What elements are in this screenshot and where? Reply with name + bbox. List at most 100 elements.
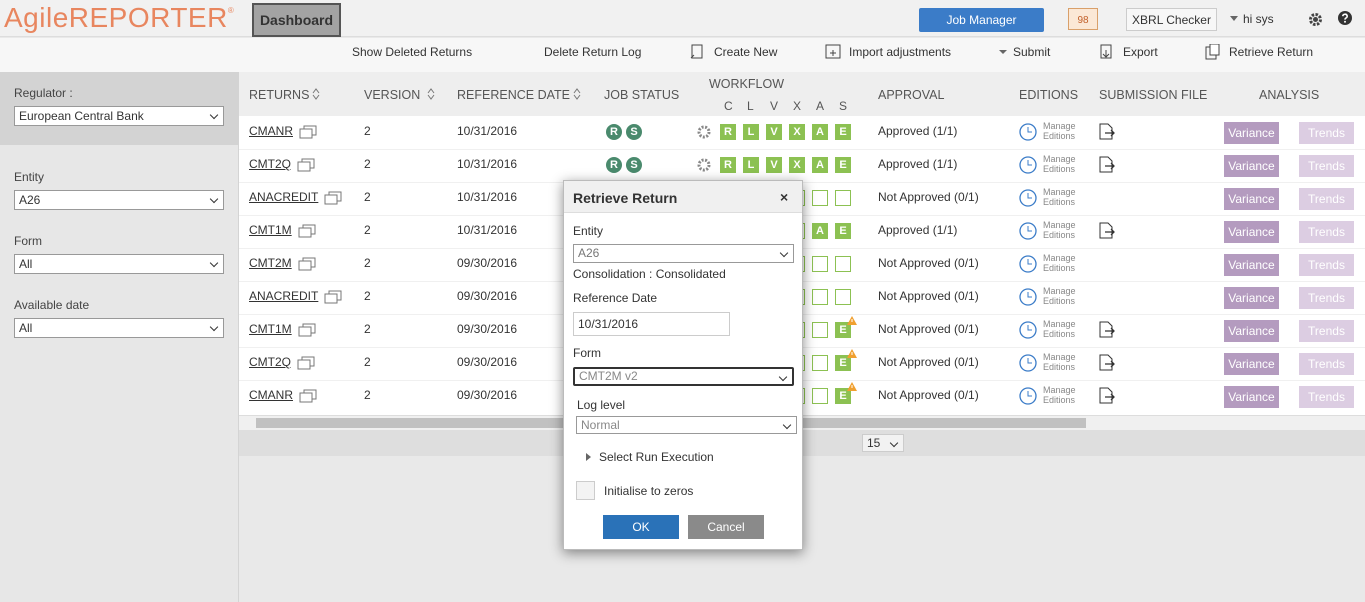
- manage-editions[interactable]: Manage: [1043, 385, 1076, 395]
- submission-file-icon[interactable]: [1099, 321, 1115, 338]
- open-copy-icon[interactable]: [298, 323, 316, 337]
- toolbar-action[interactable]: Create New: [714, 45, 778, 59]
- manage-editions[interactable]: Editions: [1043, 395, 1076, 405]
- manage-editions[interactable]: Manage: [1043, 187, 1076, 197]
- sort-icon[interactable]: [573, 88, 581, 100]
- workflow-status[interactable]: V: [766, 124, 782, 140]
- notifications[interactable]: 98: [1068, 8, 1098, 30]
- trends-button[interactable]: Trends: [1299, 122, 1354, 144]
- manage-editions[interactable]: Editions: [1043, 329, 1076, 339]
- return-link[interactable]: ANACREDIT: [249, 190, 319, 204]
- manage-editions[interactable]: Editions: [1043, 230, 1076, 240]
- toolbar-action[interactable]: Submit: [1013, 45, 1051, 59]
- variance-button[interactable]: Variance: [1224, 320, 1279, 342]
- open-copy-icon[interactable]: [299, 389, 317, 403]
- manage-editions[interactable]: Editions: [1043, 296, 1076, 306]
- clock-icon[interactable]: [1019, 156, 1037, 174]
- return-link[interactable]: CMT2Q: [249, 157, 291, 171]
- workflow-status[interactable]: A: [812, 157, 828, 173]
- workflow-status[interactable]: E: [835, 388, 851, 404]
- run-icon[interactable]: [697, 158, 711, 172]
- trends-button[interactable]: Trends: [1299, 188, 1354, 210]
- job-status-badge[interactable]: S: [626, 157, 642, 173]
- close-button[interactable]: ×: [780, 189, 789, 205]
- trends-button[interactable]: Trends: [1299, 320, 1354, 342]
- run-execution-toggle[interactable]: Select Run Execution: [599, 450, 714, 464]
- clock-icon[interactable]: [1019, 321, 1037, 339]
- workflow-status[interactable]: E: [835, 157, 851, 173]
- variance-button[interactable]: Variance: [1224, 287, 1279, 309]
- form-select[interactable]: CMT2M v2: [573, 367, 794, 386]
- user-menu[interactable]: hi sys: [1243, 12, 1274, 26]
- initialise-checkbox[interactable]: [576, 481, 595, 500]
- workflow-status[interactable]: E: [835, 124, 851, 140]
- submission-file-icon[interactable]: [1099, 222, 1115, 239]
- entity-select[interactable]: A26: [573, 244, 794, 263]
- toolbar-action[interactable]: Export: [1123, 45, 1158, 59]
- clock-icon[interactable]: [1019, 288, 1037, 306]
- manage-editions[interactable]: Manage: [1043, 220, 1076, 230]
- toolbar-action[interactable]: Import adjustments: [849, 45, 952, 59]
- toolbar-icon[interactable]: [1099, 44, 1115, 60]
- open-copy-icon[interactable]: [297, 356, 315, 370]
- variance-button[interactable]: Variance: [1224, 386, 1279, 408]
- return-link[interactable]: CMT1M: [249, 322, 292, 336]
- trends-button[interactable]: Trends: [1299, 353, 1354, 375]
- toolbar-icon[interactable]: [690, 44, 706, 60]
- workflow-status[interactable]: E: [835, 322, 851, 338]
- workflow-status[interactable]: A: [812, 223, 828, 239]
- variance-button[interactable]: Variance: [1224, 254, 1279, 276]
- workflow-status[interactable]: E: [835, 223, 851, 239]
- open-copy-icon[interactable]: [324, 290, 342, 304]
- workflow-status[interactable]: A: [812, 124, 828, 140]
- manage-editions[interactable]: Manage: [1043, 352, 1076, 362]
- manage-editions[interactable]: Editions: [1043, 131, 1076, 141]
- dashboard-tab[interactable]: Dashboard: [252, 3, 341, 37]
- return-link[interactable]: CMANR: [249, 388, 293, 402]
- help-icon[interactable]: [1338, 11, 1352, 25]
- submission-file-icon[interactable]: [1099, 123, 1115, 140]
- return-link[interactable]: CMT2Q: [249, 355, 291, 369]
- open-copy-icon[interactable]: [298, 224, 316, 238]
- clock-icon[interactable]: [1019, 189, 1037, 207]
- sort-icon[interactable]: [427, 88, 435, 100]
- return-link[interactable]: CMT2M: [249, 256, 292, 270]
- trends-button[interactable]: Trends: [1299, 386, 1354, 408]
- trends-button[interactable]: Trends: [1299, 155, 1354, 177]
- toolbar-icon[interactable]: [825, 44, 841, 60]
- reference-date-input[interactable]: 10/31/2016: [573, 312, 730, 336]
- workflow-status[interactable]: E: [835, 355, 851, 371]
- xbrl-checker[interactable]: XBRL Checker: [1126, 8, 1217, 31]
- clock-icon[interactable]: [1019, 123, 1037, 141]
- sort-icon[interactable]: [312, 88, 320, 100]
- variance-button[interactable]: Variance: [1224, 353, 1279, 375]
- manage-editions[interactable]: Manage: [1043, 319, 1076, 329]
- workflow-status[interactable]: R: [720, 124, 736, 140]
- log-level-select[interactable]: Normal: [576, 416, 797, 434]
- submission-file-icon[interactable]: [1099, 387, 1115, 404]
- workflow-status[interactable]: X: [789, 157, 805, 173]
- toolbar-action[interactable]: Show Deleted Returns: [352, 45, 473, 59]
- trends-button[interactable]: Trends: [1299, 254, 1354, 276]
- return-link[interactable]: CMT1M: [249, 223, 292, 237]
- clock-icon[interactable]: [1019, 387, 1037, 405]
- toolbar-action[interactable]: Delete Return Log: [544, 45, 642, 59]
- manage-editions[interactable]: Manage: [1043, 154, 1076, 164]
- filter-select[interactable]: A26: [14, 190, 224, 210]
- ok-button[interactable]: OK: [603, 515, 679, 539]
- trends-button[interactable]: Trends: [1299, 287, 1354, 309]
- toolbar-icon[interactable]: [1205, 44, 1221, 60]
- job-status-badge[interactable]: R: [606, 157, 622, 173]
- column-header[interactable]: RETURNS: [249, 88, 310, 102]
- open-copy-icon[interactable]: [297, 158, 315, 172]
- return-link[interactable]: CMANR: [249, 124, 293, 138]
- workflow-status[interactable]: R: [720, 157, 736, 173]
- workflow-status[interactable]: L: [743, 124, 759, 140]
- clock-icon[interactable]: [1019, 354, 1037, 372]
- toolbar-icon[interactable]: [997, 44, 1013, 60]
- clock-icon[interactable]: [1019, 255, 1037, 273]
- clock-icon[interactable]: [1019, 222, 1037, 240]
- variance-button[interactable]: Variance: [1224, 122, 1279, 144]
- toolbar-action[interactable]: Retrieve Return: [1229, 45, 1314, 59]
- open-copy-icon[interactable]: [299, 125, 317, 139]
